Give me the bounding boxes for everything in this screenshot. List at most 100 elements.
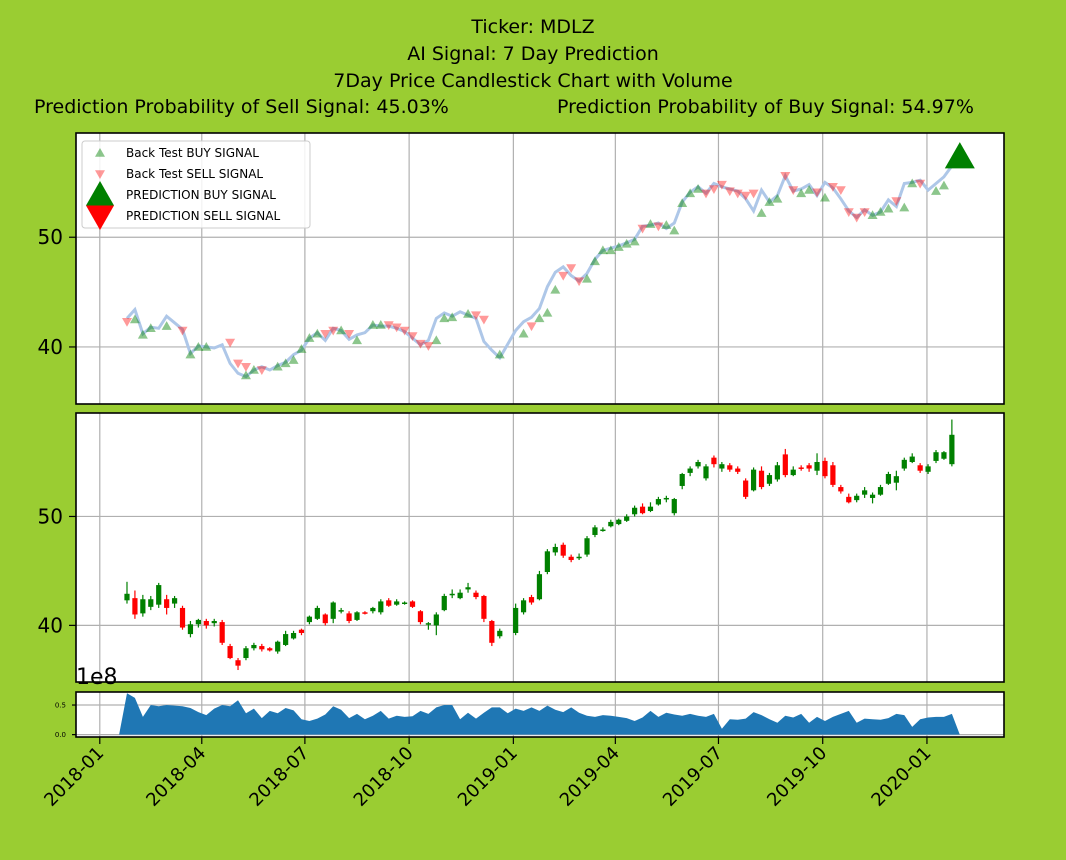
- candle-body: [743, 480, 749, 497]
- backtest-sell-marker: [526, 322, 537, 332]
- candle-body: [885, 473, 892, 484]
- candle-body: [862, 490, 868, 495]
- backtest-buy-marker: [240, 370, 251, 380]
- backtest-buy-marker: [819, 192, 830, 202]
- backtest-sell-marker: [566, 264, 577, 273]
- backtest-sell-marker: [328, 326, 339, 336]
- legend-prediction-sell-swatch: [86, 205, 114, 230]
- candle-body: [846, 496, 852, 503]
- backtest-buy-marker: [288, 355, 299, 364]
- backtest-sell-marker: [470, 311, 481, 321]
- candle-body: [314, 607, 320, 619]
- y-tick-label: 50: [38, 504, 63, 528]
- candle-body: [338, 610, 344, 612]
- candle-body: [854, 495, 860, 501]
- candle-body: [211, 621, 217, 624]
- backtest-buy-marker: [796, 188, 807, 198]
- backtest-buy-marker: [629, 236, 640, 246]
- title-ai-signal: AI Signal: 7 Day Prediction: [407, 43, 659, 65]
- backtest-sell-marker: [843, 208, 854, 217]
- backtest-sell-marker: [732, 189, 743, 199]
- candle-body: [481, 595, 487, 619]
- backtest-sell-marker: [708, 185, 719, 194]
- volume-multiplier-label: 1e8: [76, 665, 118, 690]
- candle-body: [766, 475, 773, 484]
- x-tick-label: 2018-01: [40, 743, 108, 811]
- candle-body: [290, 632, 297, 639]
- candle-body: [925, 466, 931, 472]
- backtest-buy-marker: [669, 225, 680, 235]
- candle-body: [362, 612, 368, 614]
- candle-body: [616, 519, 622, 525]
- candle-body: [869, 494, 876, 498]
- candle-body: [425, 623, 431, 625]
- backtest-sell-marker: [740, 191, 751, 201]
- backtest-buy-marker: [304, 333, 315, 342]
- y-tick-label: 40: [38, 335, 63, 359]
- candle-body: [457, 592, 463, 599]
- candlestick-panel: 40 50: [38, 412, 1005, 683]
- legend-label: PREDICTION BUY SIGNAL: [126, 188, 276, 202]
- backtest-sell-marker: [225, 338, 236, 348]
- candle-body: [711, 457, 717, 465]
- candle-body: [520, 600, 527, 613]
- backtest-sell-marker: [788, 186, 799, 196]
- candle-body: [409, 601, 416, 607]
- backtest-buy-marker: [312, 328, 323, 338]
- candle-body: [790, 469, 796, 476]
- candle-body: [663, 497, 669, 500]
- backtest-buy-marker: [661, 220, 672, 229]
- candle-body: [624, 516, 630, 521]
- backtest-buy-marker: [899, 202, 910, 212]
- backtest-buy-marker: [447, 312, 458, 322]
- backtest-sell-marker: [700, 189, 711, 199]
- candle-body: [632, 507, 638, 515]
- sell-probability-text: Prediction Probability of Sell Signal: 4…: [34, 96, 449, 118]
- x-axis: 2018-01 2018-04 2018-07 2018-10 2019-01 2019-…: [40, 737, 935, 811]
- backtest-sell-marker: [859, 208, 870, 217]
- backtest-buy-marker: [185, 349, 196, 359]
- backtest-sell-marker: [835, 186, 846, 196]
- backtest-sell-marker: [121, 317, 132, 327]
- backtest-sell-marker: [915, 179, 926, 189]
- candle-body: [671, 499, 677, 514]
- backtest-buy-marker: [201, 341, 212, 351]
- candle-body: [378, 601, 384, 613]
- backtest-buy-marker: [352, 335, 363, 345]
- backtest-buy-marker: [367, 320, 378, 329]
- candle-body: [798, 467, 804, 469]
- candle-body: [917, 465, 923, 471]
- price-line: [125, 150, 962, 379]
- candle-body: [330, 602, 336, 619]
- backtest-buy-marker: [129, 314, 140, 324]
- backtest-sell-marker: [344, 330, 355, 339]
- backtest-buy-marker: [938, 180, 949, 190]
- candle-body: [489, 621, 495, 643]
- candle-body: [727, 465, 733, 470]
- candle-body: [735, 468, 741, 472]
- backtest-buy-marker: [439, 313, 450, 323]
- candle-panel-frame: [75, 412, 1005, 683]
- candle-body: [386, 600, 392, 606]
- backtest-sell-marker: [383, 321, 394, 331]
- backtest-buy-marker: [875, 206, 886, 216]
- backtest-sell-marker: [851, 213, 862, 223]
- candle-body: [267, 648, 273, 651]
- candle-body: [401, 602, 408, 604]
- backtest-sell-marker: [724, 187, 735, 197]
- x-tick-label: 2018-10: [350, 743, 418, 811]
- candle-body: [774, 465, 780, 480]
- backtest-buy-marker: [375, 320, 386, 329]
- title-chart-name: 7Day Price Candlestick Chart with Volume: [333, 70, 733, 92]
- candle-body: [600, 529, 606, 532]
- backtest-buy-marker: [645, 219, 656, 228]
- candle-body: [719, 464, 725, 469]
- candle-body: [243, 648, 249, 659]
- candle-body: [576, 556, 582, 559]
- candle-body: [346, 613, 352, 622]
- candle-body: [417, 611, 424, 623]
- x-tick-label: 2019-01: [454, 743, 522, 811]
- candle-body: [814, 462, 820, 471]
- candle-body: [560, 544, 566, 556]
- candle-body: [750, 469, 757, 491]
